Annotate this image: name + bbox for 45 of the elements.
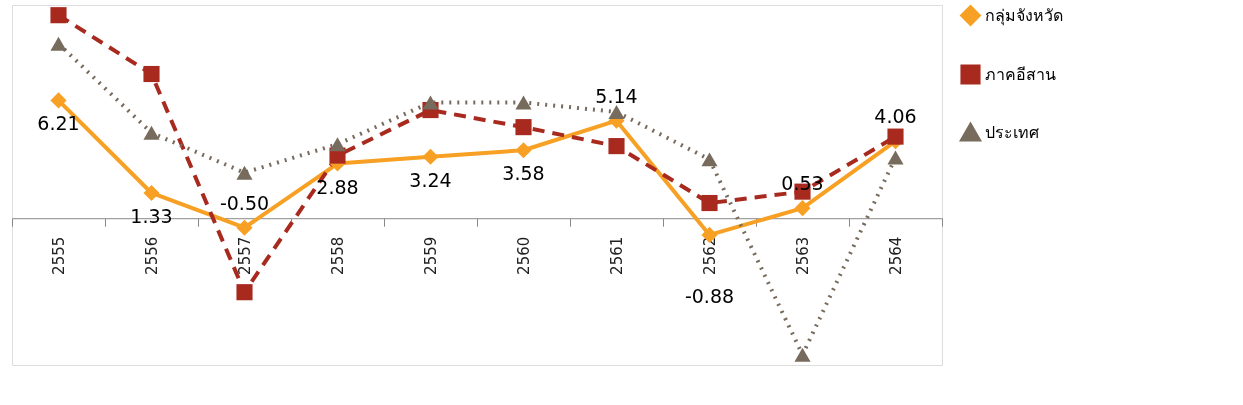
data-label: 2.88 (316, 175, 359, 198)
legend-label: ประเทศ (985, 122, 1039, 142)
point (794, 200, 811, 217)
point (794, 347, 811, 362)
point (143, 184, 160, 202)
x-tick-label: 2561 (608, 236, 626, 275)
point (50, 92, 67, 109)
data-label: 3.24 (409, 168, 452, 191)
point (422, 148, 439, 165)
x-tick-label: 2564 (887, 236, 905, 275)
data-label: 1.33 (130, 204, 173, 227)
point (236, 219, 253, 236)
point (422, 95, 439, 110)
x-tick-label: 2558 (329, 236, 347, 275)
x-tick-label: 2563 (794, 236, 812, 275)
point (329, 137, 346, 152)
point (608, 138, 625, 155)
point (143, 125, 160, 140)
data-label: 4.06 (874, 105, 917, 128)
point (608, 104, 625, 119)
point (143, 65, 160, 83)
data-label: 5.14 (595, 84, 638, 107)
point (515, 142, 532, 159)
data-label: 6.21 (37, 112, 80, 135)
x-tick-label: 2555 (50, 236, 68, 275)
point (701, 152, 718, 167)
data-label: -0.88 (684, 284, 735, 307)
point (50, 7, 67, 24)
point (50, 36, 67, 51)
point (236, 165, 253, 180)
point (515, 119, 532, 136)
x-tick-label: 2556 (143, 236, 161, 275)
data-label: -0.50 (219, 191, 270, 214)
x-tick-label: 2560 (515, 236, 533, 275)
point (515, 95, 532, 110)
point (701, 194, 718, 212)
legend-label: กลุ่มจังหวัด (985, 5, 1063, 26)
point (236, 284, 253, 301)
legend-label: ภาคอีสาน (985, 64, 1056, 84)
x-tick-label: 2562 (701, 236, 719, 275)
data-label: 3.58 (502, 162, 545, 185)
x-tick-label: 2559 (422, 236, 440, 275)
point (887, 150, 904, 165)
x-tick-label: 2557 (236, 236, 254, 275)
point (887, 128, 904, 145)
